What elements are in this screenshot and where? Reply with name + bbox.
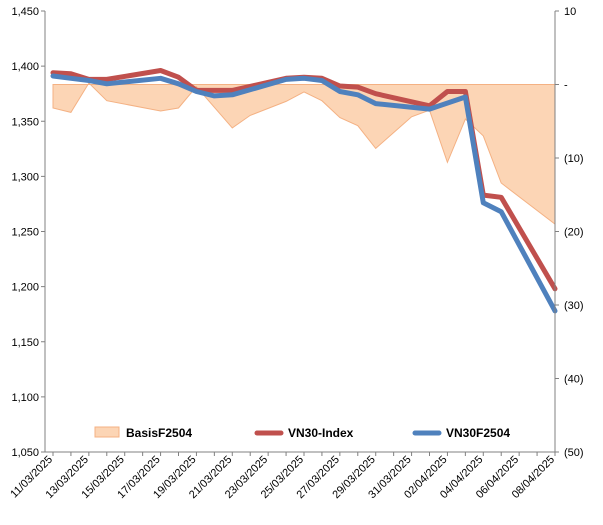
basis-area-layer xyxy=(52,82,556,226)
y-left-tick-label: 1,050 xyxy=(11,447,39,459)
y-left-tick-label: 1,300 xyxy=(11,171,39,183)
basis-area xyxy=(52,82,556,226)
vn30f2504-line xyxy=(50,73,558,314)
legend-label-vn30-index: VN30-Index xyxy=(288,426,354,440)
y-left-tick-label: 1,150 xyxy=(11,337,39,349)
y-right-tick-label: (10) xyxy=(564,153,584,165)
y-right-tick-label: (20) xyxy=(564,227,584,239)
y-left-tick-label: 1,400 xyxy=(11,61,39,73)
legend: BasisF2504 VN30-Index VN30F2504 xyxy=(94,426,510,440)
y-right-tick-label: (50) xyxy=(564,447,584,459)
legend-swatch-basis xyxy=(94,426,120,438)
y-right-tick-label: 10 xyxy=(564,6,576,18)
y-right-tick-label: (40) xyxy=(564,374,584,386)
y-left-tick-label: 1,450 xyxy=(11,6,39,18)
legend-label-basis: BasisF2504 xyxy=(126,426,192,440)
y-left-tick-label: 1,350 xyxy=(11,116,39,128)
y-left-tick-label: 1,250 xyxy=(11,227,39,239)
y-left-tick-label: 1,100 xyxy=(11,392,39,404)
legend-label-vn30f2504: VN30F2504 xyxy=(446,426,510,440)
y-right-tick-label: (30) xyxy=(564,300,584,312)
y-right-tick-label: - xyxy=(564,80,568,92)
y-left-tick-label: 1,200 xyxy=(11,282,39,294)
line-series-layer xyxy=(50,68,558,314)
